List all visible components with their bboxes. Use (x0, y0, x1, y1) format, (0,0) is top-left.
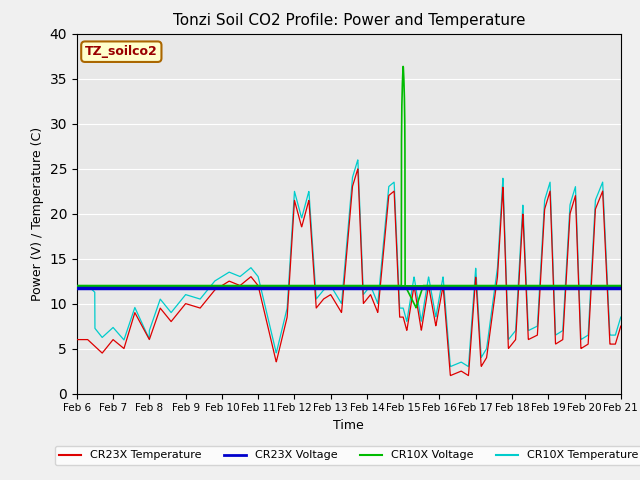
CR10X Temperature (607, 332, 614, 338)
CR10X Voltage (548, 283, 556, 288)
Line: CR10X Temperature: CR10X Temperature (77, 160, 621, 367)
CR23X Temperature (607, 341, 614, 347)
CR10X Temperature (354, 157, 362, 163)
CR23X Temperature (282, 322, 289, 327)
CR23X Voltage (109, 286, 117, 291)
CR10X Voltage (305, 283, 313, 288)
CR23X Temperature (465, 372, 472, 378)
CR10X Temperature (167, 310, 175, 315)
CR10X Voltage (607, 283, 614, 288)
CR10X Temperature (305, 190, 313, 195)
CR23X Temperature (167, 319, 175, 324)
Line: CR23X Temperature: CR23X Temperature (77, 169, 621, 375)
CR23X Temperature (354, 166, 362, 172)
Text: TZ_soilco2: TZ_soilco2 (85, 45, 157, 58)
CR10X Voltage (617, 283, 625, 288)
CR23X Temperature (305, 198, 313, 204)
CR23X Temperature (73, 336, 81, 342)
Y-axis label: Power (V) / Temperature (C): Power (V) / Temperature (C) (31, 127, 44, 300)
CR23X Temperature (617, 323, 625, 329)
X-axis label: Time: Time (333, 419, 364, 432)
CR10X Voltage (399, 63, 407, 69)
CR23X Temperature (548, 239, 556, 244)
CR10X Voltage (167, 283, 175, 288)
CR10X Voltage (412, 305, 420, 311)
CR10X Temperature (548, 229, 556, 235)
Title: Tonzi Soil CO2 Profile: Power and Temperature: Tonzi Soil CO2 Profile: Power and Temper… (173, 13, 525, 28)
CR10X Temperature (465, 364, 472, 370)
CR10X Temperature (282, 312, 289, 318)
CR10X Voltage (73, 283, 81, 288)
CR10X Voltage (282, 283, 289, 288)
CR10X Temperature (617, 314, 625, 320)
Line: CR10X Voltage: CR10X Voltage (77, 66, 621, 308)
CR10X Temperature (135, 313, 143, 319)
CR23X Temperature (135, 317, 143, 323)
CR23X Voltage (73, 286, 81, 291)
CR10X Temperature (73, 283, 81, 288)
Legend: CR23X Temperature, CR23X Voltage, CR10X Voltage, CR10X Temperature: CR23X Temperature, CR23X Voltage, CR10X … (55, 446, 640, 465)
CR10X Voltage (135, 283, 143, 288)
